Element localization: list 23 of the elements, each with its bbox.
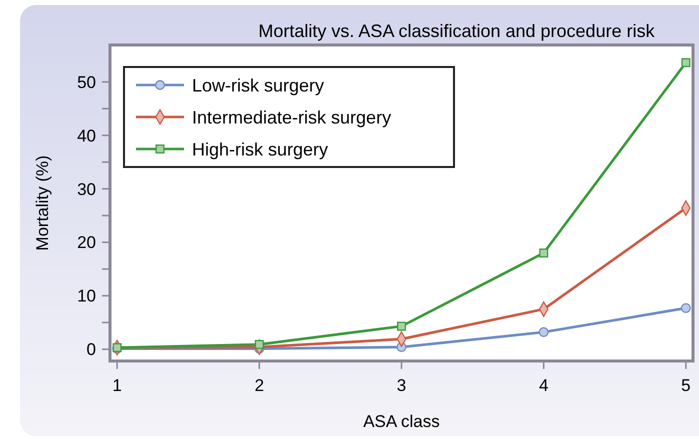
point — [680, 303, 691, 314]
point — [681, 58, 690, 68]
chart-title: Mortality vs. ASA classification and procedure risk — [258, 21, 656, 41]
y-tick-label: 10 — [77, 286, 96, 306]
y-tick-label: 0 — [86, 340, 96, 360]
point — [538, 327, 549, 338]
legend-label: Low-risk surgery — [192, 75, 324, 96]
y-tick-label: 40 — [77, 126, 96, 146]
y-tick-label: 20 — [77, 233, 96, 252]
point — [539, 248, 548, 258]
x-tick-label: 3 — [396, 376, 406, 395]
x-axis-title: ASA class — [363, 412, 440, 431]
point — [254, 340, 264, 349]
point — [397, 322, 406, 331]
x-tick-label: 1 — [112, 376, 122, 395]
x-tick-label: 2 — [254, 376, 264, 395]
legend-label: Intermediate-risk surgery — [192, 107, 392, 128]
x-tick-label: 5 — [681, 376, 691, 395]
y-tick-label: 50 — [77, 72, 96, 92]
x-tick-label: 4 — [538, 376, 548, 395]
legend-label: High-risk surgery — [192, 139, 328, 160]
y-axis-title: Mortality (%) — [33, 155, 52, 251]
y-tick-label: 30 — [77, 180, 96, 199]
